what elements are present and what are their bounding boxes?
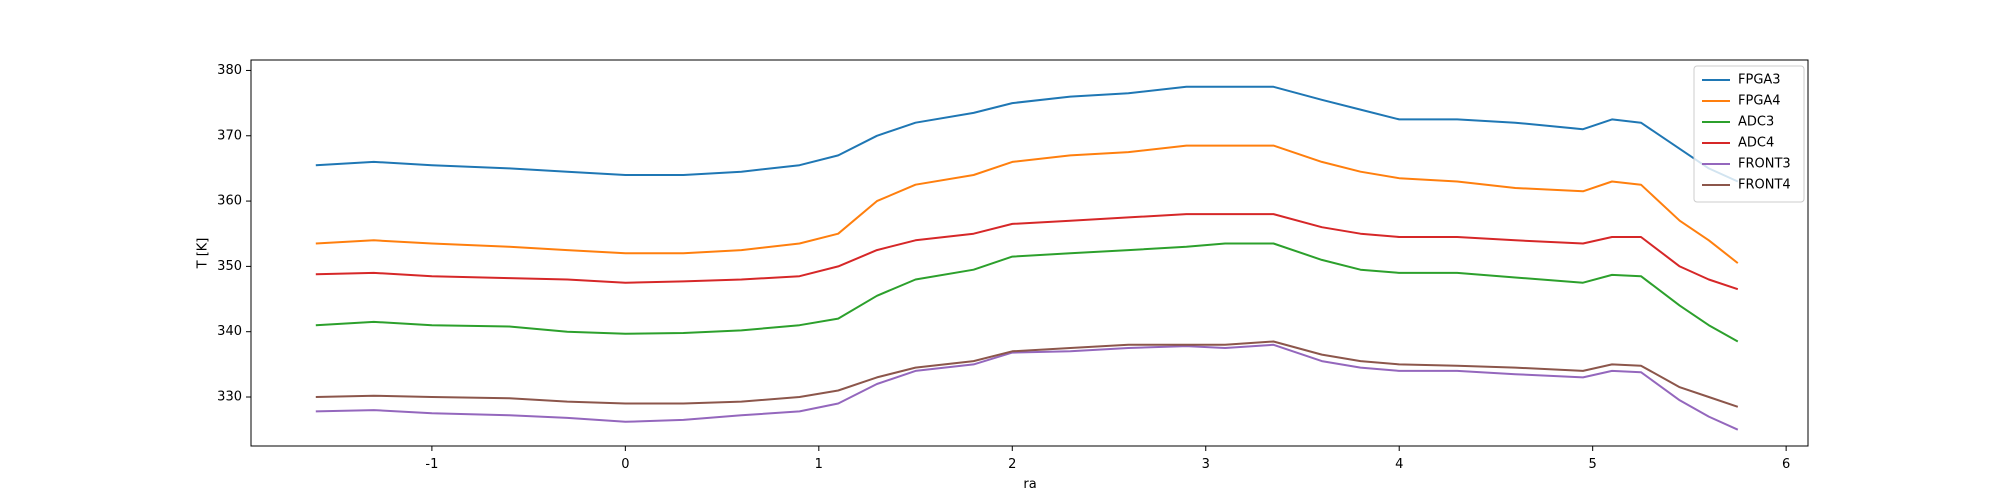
- x-axis-label: ra: [1023, 477, 1036, 492]
- x-tick-label: -1: [425, 457, 438, 472]
- x-tick-label: 0: [621, 457, 629, 472]
- x-tick-label: 2: [1008, 457, 1016, 472]
- y-tick-label: 340: [217, 324, 242, 339]
- legend-label: FRONT3: [1738, 157, 1791, 172]
- y-tick-label: 380: [217, 63, 242, 78]
- x-tick-label: 3: [1202, 457, 1210, 472]
- y-tick-label: 330: [217, 390, 242, 405]
- legend-label: ADC4: [1738, 136, 1774, 151]
- x-tick-label: 4: [1395, 457, 1403, 472]
- x-tick-label: 5: [1589, 457, 1597, 472]
- plot-frame: [250, 59, 1809, 447]
- x-tick-label: 6: [1782, 457, 1790, 472]
- legend-label: FRONT4: [1738, 178, 1791, 193]
- series-line: [315, 144, 1739, 264]
- x-tick-label: 1: [815, 457, 823, 472]
- y-tick-label: 350: [217, 259, 242, 274]
- series-line: [315, 343, 1739, 431]
- series-line: [315, 213, 1739, 291]
- y-axis-label: T [K]: [196, 238, 211, 270]
- y-tick-label: 360: [217, 194, 242, 209]
- y-tick-label: 370: [217, 128, 242, 143]
- series-line: [315, 242, 1739, 343]
- series-line: [315, 85, 1739, 183]
- legend-label: FPGA3: [1738, 73, 1781, 88]
- legend-label: ADC3: [1738, 115, 1774, 130]
- legend-label: FPGA4: [1738, 94, 1781, 109]
- series-line: [315, 340, 1739, 408]
